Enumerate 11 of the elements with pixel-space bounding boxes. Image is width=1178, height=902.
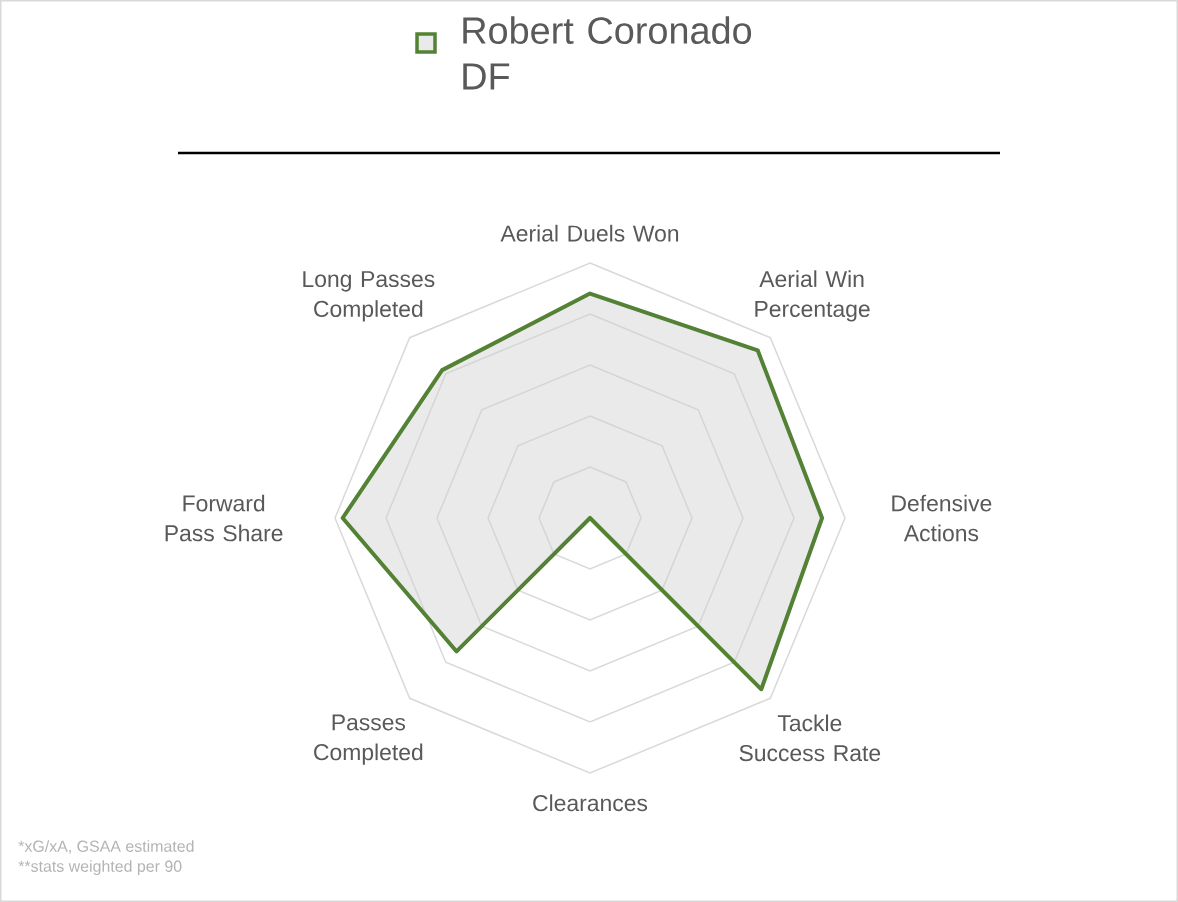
legend-label: Robert Coronado DF bbox=[463, 16, 752, 90]
text: **stats weighted per 90 bbox=[18, 860, 182, 876]
spoke-label: Defensive Actions bbox=[892, 494, 992, 542]
text: *xG/xA, GSAA estimated bbox=[18, 840, 194, 854]
spoke-label: Aerial Win Percentage bbox=[755, 270, 870, 322]
spoke-label: Passes Completed bbox=[314, 714, 423, 765]
spoke-label: Aerial Duels Won bbox=[500, 224, 679, 242]
spoke-label: Tackle Success Rate bbox=[739, 714, 881, 762]
spoke-label: Long Passes Completed bbox=[303, 271, 435, 322]
spoke-label: Forward Pass Share bbox=[165, 494, 283, 542]
spoke-label: Clearances bbox=[533, 794, 648, 812]
